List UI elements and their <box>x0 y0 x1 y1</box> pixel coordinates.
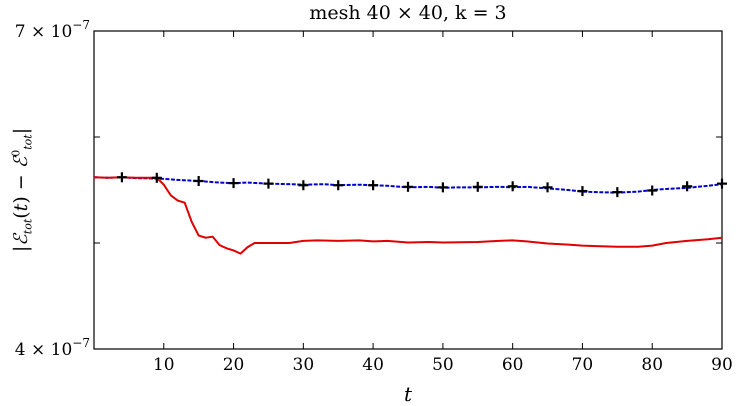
x-tick-label: 20 <box>223 355 245 375</box>
plot-frame <box>93 30 723 350</box>
data-point-marker <box>298 180 309 191</box>
data-point-marker <box>116 172 127 183</box>
data-point-marker <box>437 182 448 193</box>
x-tick-label: 30 <box>293 355 315 375</box>
data-point-marker <box>507 181 518 192</box>
data-point-marker <box>542 182 553 193</box>
series-line-1 <box>94 176 722 255</box>
data-point-marker <box>228 178 239 189</box>
x-tick-label: 50 <box>432 355 454 375</box>
x-tick-label: 60 <box>502 355 524 375</box>
y-tick-label: 4 × 10−7 <box>15 336 90 360</box>
x-tick-label: 40 <box>362 355 384 375</box>
data-point-marker <box>193 175 204 186</box>
data-point-marker <box>263 178 274 189</box>
x-tick-label: 70 <box>572 355 594 375</box>
x-tick-label: 80 <box>641 355 663 375</box>
data-point-marker <box>472 181 483 192</box>
y-tick-label: 7 × 10−7 <box>15 18 90 42</box>
data-point-marker <box>368 180 379 191</box>
data-point-marker <box>333 180 344 191</box>
data-point-marker <box>577 186 588 197</box>
data-point-marker <box>682 181 693 192</box>
x-tick-label: 10 <box>153 355 175 375</box>
data-point-marker <box>151 172 162 183</box>
data-point-marker <box>403 181 413 192</box>
data-point-marker <box>717 178 727 189</box>
x-tick-label: 90 <box>711 355 733 375</box>
x-axis-label: t <box>403 382 413 406</box>
chart-title: mesh 40 × 40, k = 3 <box>309 2 507 24</box>
data-point-marker <box>612 187 623 198</box>
data-point-marker <box>647 185 658 196</box>
